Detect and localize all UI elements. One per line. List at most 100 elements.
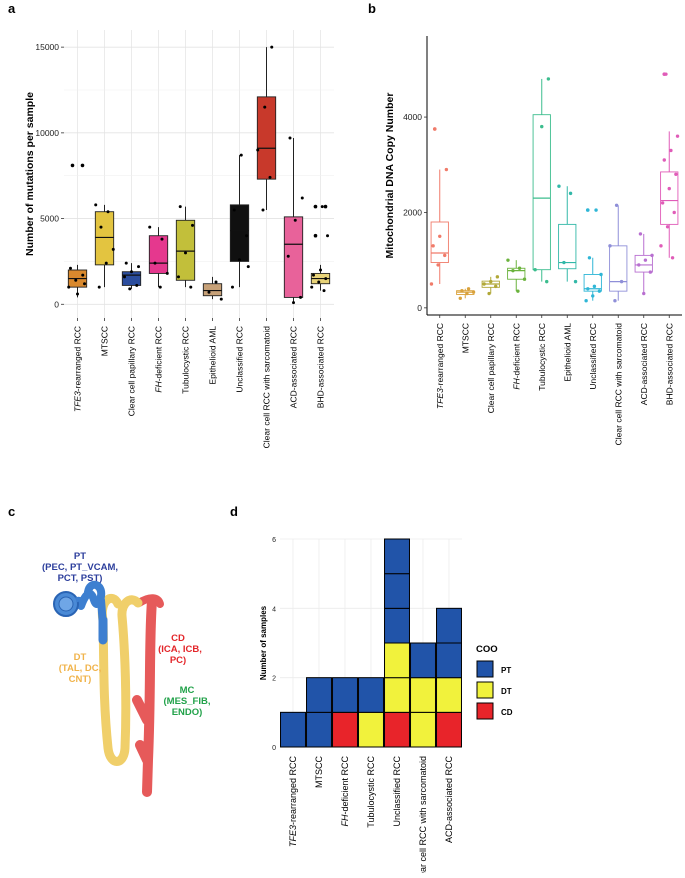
b-point-8-2 bbox=[637, 263, 641, 267]
b-point-6-1 bbox=[591, 294, 595, 298]
d-legend-label-pt: PT bbox=[501, 666, 511, 675]
d-xtick-label-3: Tubulocystic RCC bbox=[366, 756, 376, 828]
a-xtick-label-8: ACD-associated RCC bbox=[289, 326, 299, 408]
a-point-8-4 bbox=[300, 196, 304, 200]
d-ytick-label-1: 2 bbox=[272, 676, 276, 683]
b-ylabel: Mitochondrial DNA Copy Number bbox=[384, 93, 396, 259]
d-tile-4-4 bbox=[384, 573, 410, 609]
pt-label: PT bbox=[74, 551, 86, 562]
b-point-2-0 bbox=[487, 291, 491, 296]
b-point-7-1 bbox=[619, 279, 624, 284]
a-point-8-3 bbox=[293, 218, 297, 222]
a-point-8-0 bbox=[292, 301, 295, 305]
b-point-4-1 bbox=[533, 267, 537, 272]
glomerulus-link bbox=[74, 596, 85, 606]
b-point-3-3 bbox=[517, 266, 522, 270]
b-point-6-4 bbox=[592, 284, 597, 289]
a-xtick-label-9-text: BHD-associated RCC bbox=[316, 326, 326, 408]
b-point-0-5 bbox=[444, 167, 449, 172]
a-xtick-label-2: Clear cell papillary RCC bbox=[127, 326, 137, 416]
b-point-2-3 bbox=[489, 279, 493, 284]
b-point-8-1 bbox=[648, 270, 653, 274]
a-point-1-3 bbox=[99, 225, 103, 229]
d-xtick-label-6: ACD-associated RCC bbox=[444, 756, 454, 844]
a-point-9-2 bbox=[317, 280, 321, 284]
d-xtick-label-0: TFE3-rearranged RCC bbox=[288, 756, 298, 848]
b-xtick-label-4: Tubulocystic RCC bbox=[537, 323, 547, 391]
a-xtick-label-0: TFE3-rearranged RCC bbox=[73, 326, 83, 412]
panel-label-d: d bbox=[230, 504, 238, 519]
b-point-5-1 bbox=[562, 260, 566, 265]
b-point-1-4 bbox=[466, 287, 471, 291]
d-tile-1-0 bbox=[306, 711, 332, 748]
b-point-1-1 bbox=[465, 291, 469, 296]
panel-label-c: c bbox=[8, 504, 15, 519]
a-point-7-1 bbox=[268, 175, 272, 179]
b-xtick-label-2: Clear cell papillary RCC bbox=[486, 323, 496, 413]
a-point-9-3 bbox=[324, 277, 328, 281]
distal-tubule-shape bbox=[98, 595, 143, 766]
a-xtick-label-7: Clear cell RCC with sarcomatoid bbox=[262, 326, 272, 449]
b-point-6-7 bbox=[594, 208, 598, 212]
b-point-0-0 bbox=[429, 282, 434, 286]
b-xtick-label-6: Unclassified RCC bbox=[588, 323, 598, 390]
a-box-6 bbox=[229, 204, 250, 262]
a-point-1-4 bbox=[106, 210, 110, 214]
b-point-0-6 bbox=[433, 127, 437, 131]
b-point-9-0 bbox=[670, 256, 675, 260]
d-tile-4-2 bbox=[384, 642, 410, 679]
pt-sub-2: PCT, PST) bbox=[58, 573, 103, 584]
b-point-5-0 bbox=[573, 279, 578, 284]
d-tile-6-1 bbox=[436, 677, 462, 713]
a-point-2-1 bbox=[135, 283, 139, 287]
a-point-5-2 bbox=[214, 280, 218, 284]
a-point-9-5 bbox=[319, 268, 322, 272]
d-legend-label-cd: CD bbox=[501, 708, 513, 717]
d-tile-6-3 bbox=[436, 607, 462, 644]
a-point-7-0 bbox=[261, 208, 265, 212]
pt-sub-1: (PEC, PT_VCAM, bbox=[42, 562, 118, 573]
a-xtick-label-1-text: MTSCC bbox=[100, 326, 110, 356]
a-point-9-1 bbox=[310, 285, 314, 289]
b-point-9-6 bbox=[674, 172, 678, 177]
b-point-6-5 bbox=[599, 272, 603, 277]
a-point-4-4 bbox=[178, 205, 182, 209]
a-box-5 bbox=[202, 283, 223, 297]
d-xtick-label-1-text: MTSCC bbox=[314, 756, 324, 788]
b-point-3-4 bbox=[506, 258, 510, 262]
d-tile-2-1 bbox=[332, 677, 358, 713]
d-xtick-label-6-text: ACD-associated RCC bbox=[444, 756, 454, 844]
dt-sub-2: CNT) bbox=[69, 674, 92, 685]
a-xtick-label-3-italic: FH bbox=[154, 380, 164, 392]
b-point-0-2 bbox=[443, 253, 447, 258]
b-point-0-1 bbox=[436, 263, 440, 267]
a-xtick-label-3-text: -deficient RCC bbox=[154, 326, 164, 381]
d-xtick-label-2-italic: FH bbox=[340, 814, 350, 826]
b-point-4-3 bbox=[546, 77, 551, 81]
a-point-6-4 bbox=[239, 153, 243, 157]
b-point-3-2 bbox=[511, 268, 515, 273]
a-xtick-label-7-text: Clear cell RCC with sarcomatoid bbox=[262, 326, 272, 449]
b-point-8-3 bbox=[643, 258, 648, 262]
d-legend-swatch-pt bbox=[476, 660, 494, 678]
b-point-7-2 bbox=[608, 244, 612, 248]
d-tile-4-0 bbox=[384, 711, 410, 748]
d-xtick-label-0-text: -rearranged RCC bbox=[288, 756, 298, 826]
d-xtick-label-3-text: Tubulocystic RCC bbox=[366, 756, 376, 828]
b-box-7 bbox=[609, 245, 628, 292]
b-xtick-label-7-text: Clear cell RCC with sarcomatoid bbox=[613, 323, 623, 446]
b-point-2-4 bbox=[495, 275, 500, 279]
mc-label: MC bbox=[180, 685, 195, 696]
b-ytick-label-2: 4000 bbox=[403, 112, 422, 122]
a-point-2-2 bbox=[122, 275, 126, 279]
b-point-1-3 bbox=[460, 288, 464, 293]
b-point-3-0 bbox=[516, 289, 520, 293]
a-point-4-2 bbox=[184, 251, 187, 255]
b-xtick-label-6-text: Unclassified RCC bbox=[588, 323, 598, 390]
b-ytick-label-0: 0 bbox=[417, 303, 422, 313]
dt-sub-1: (TAL, DC, bbox=[59, 663, 102, 674]
a-xtick-label-0-text: -rearranged RCC bbox=[73, 326, 83, 391]
b-outlier-6-0 bbox=[585, 208, 590, 212]
b-box-9 bbox=[660, 171, 679, 225]
d-xtick-label-5: Clear cell RCC with sarcomatoid bbox=[418, 756, 428, 873]
